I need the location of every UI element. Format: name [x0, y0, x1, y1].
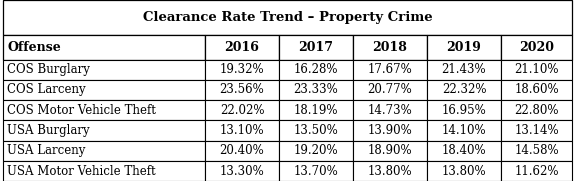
Text: 21.43%: 21.43% [442, 63, 486, 76]
Bar [501, 60, 572, 80]
Bar [427, 35, 501, 60]
Bar [501, 141, 572, 161]
Text: 13.10%: 13.10% [220, 124, 264, 137]
Bar [427, 161, 501, 181]
Bar [205, 60, 279, 80]
Text: 13.30%: 13.30% [220, 165, 264, 178]
Text: USA Burglary: USA Burglary [7, 124, 90, 137]
Text: 20.77%: 20.77% [367, 83, 412, 96]
Bar [501, 120, 572, 141]
Text: USA Motor Vehicle Theft: USA Motor Vehicle Theft [7, 165, 156, 178]
Bar [427, 60, 501, 80]
Text: 18.60%: 18.60% [514, 83, 559, 96]
Text: 22.80%: 22.80% [514, 104, 559, 117]
Bar [279, 100, 353, 120]
Text: 17.67%: 17.67% [367, 63, 412, 76]
Text: 18.19%: 18.19% [294, 104, 338, 117]
Bar [427, 100, 501, 120]
Bar [205, 100, 279, 120]
Text: 14.73%: 14.73% [367, 104, 412, 117]
Text: 2018: 2018 [373, 41, 408, 54]
Text: COS Larceny: COS Larceny [7, 83, 86, 96]
Bar [427, 80, 501, 100]
Text: COS Motor Vehicle Theft: COS Motor Vehicle Theft [7, 104, 156, 117]
Text: COS Burglary: COS Burglary [7, 63, 90, 76]
Text: 22.02%: 22.02% [220, 104, 264, 117]
Bar [427, 120, 501, 141]
Bar [205, 161, 279, 181]
Bar [279, 120, 353, 141]
Text: 2016: 2016 [224, 41, 259, 54]
Bar [279, 161, 353, 181]
Bar [353, 80, 427, 100]
Bar [427, 141, 501, 161]
Text: 13.80%: 13.80% [442, 165, 486, 178]
Bar [353, 100, 427, 120]
Bar [501, 80, 572, 100]
Text: Offense: Offense [7, 41, 61, 54]
Bar [3, 80, 205, 100]
Bar [279, 80, 353, 100]
Bar [3, 120, 205, 141]
Bar [353, 141, 427, 161]
Text: 18.40%: 18.40% [442, 144, 486, 157]
Bar [501, 161, 572, 181]
Text: 13.70%: 13.70% [294, 165, 338, 178]
Text: 2020: 2020 [519, 41, 554, 54]
Text: Clearance Rate Trend – Property Crime: Clearance Rate Trend – Property Crime [143, 11, 432, 24]
Bar [3, 100, 205, 120]
Text: 13.14%: 13.14% [514, 124, 559, 137]
Bar [279, 60, 353, 80]
Bar [205, 120, 279, 141]
Text: 19.20%: 19.20% [294, 144, 338, 157]
Bar [3, 0, 572, 35]
Text: 21.10%: 21.10% [514, 63, 559, 76]
Text: 2019: 2019 [447, 41, 481, 54]
Bar [3, 161, 205, 181]
Text: 23.56%: 23.56% [220, 83, 264, 96]
Bar [353, 120, 427, 141]
Bar [353, 35, 427, 60]
Bar [3, 35, 205, 60]
Bar [353, 161, 427, 181]
Text: 14.10%: 14.10% [442, 124, 486, 137]
Text: 18.90%: 18.90% [367, 144, 412, 157]
Bar [3, 60, 205, 80]
Text: 20.40%: 20.40% [220, 144, 264, 157]
Bar [3, 141, 205, 161]
Bar [205, 80, 279, 100]
Text: 13.90%: 13.90% [367, 124, 412, 137]
Text: 14.58%: 14.58% [514, 144, 559, 157]
Text: 16.28%: 16.28% [294, 63, 338, 76]
Text: 23.33%: 23.33% [294, 83, 338, 96]
Text: USA Larceny: USA Larceny [7, 144, 86, 157]
Text: 16.95%: 16.95% [442, 104, 486, 117]
Text: 11.62%: 11.62% [514, 165, 559, 178]
Text: 13.80%: 13.80% [367, 165, 412, 178]
Bar [501, 100, 572, 120]
Bar [279, 141, 353, 161]
Bar [501, 35, 572, 60]
Bar [205, 35, 279, 60]
Text: 19.32%: 19.32% [220, 63, 264, 76]
Bar [279, 35, 353, 60]
Bar [205, 141, 279, 161]
Text: 2017: 2017 [298, 41, 334, 54]
Text: 13.50%: 13.50% [294, 124, 338, 137]
Bar [353, 60, 427, 80]
Text: 22.32%: 22.32% [442, 83, 486, 96]
